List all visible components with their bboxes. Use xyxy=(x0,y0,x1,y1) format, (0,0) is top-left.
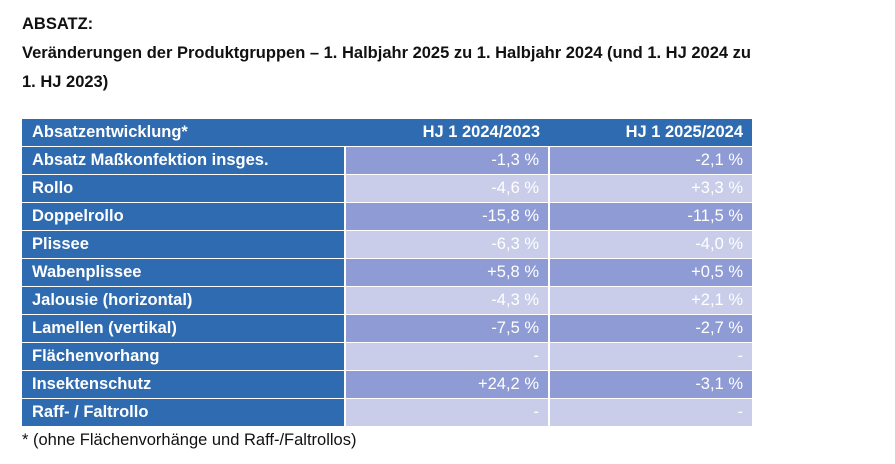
value-2024-2023: -7,5 % xyxy=(344,314,549,343)
value-2025-2024: -2,1 % xyxy=(548,146,752,175)
table-row: Lamellen (vertikal) -7,5 % -2,7 % xyxy=(22,314,752,343)
table-row: Raff- / Faltrollo - - xyxy=(22,398,752,426)
value-2025-2024: -11,5 % xyxy=(548,202,752,231)
table-row: Absatz Maßkonfektion insges. -1,3 % -2,1… xyxy=(22,146,752,175)
footnote: * (ohne Flächenvorhänge und Raff-/Faltro… xyxy=(22,431,357,449)
value-2025-2024: -3,1 % xyxy=(548,370,752,399)
row-label: Raff- / Faltrollo xyxy=(22,398,345,426)
value-2025-2024: -4,0 % xyxy=(548,230,752,259)
row-label: Wabenplissee xyxy=(22,258,345,287)
table-header-row: Absatzentwicklung* HJ 1 2024/2023 HJ 1 2… xyxy=(22,119,752,147)
value-2024-2023: -4,3 % xyxy=(344,286,549,315)
row-label: Rollo xyxy=(22,174,345,203)
value-2024-2023: -1,3 % xyxy=(344,146,549,175)
table-row: Doppelrollo -15,8 % -11,5 % xyxy=(22,202,752,231)
heading: ABSATZ: Veränderungen der Produktgruppen… xyxy=(22,10,892,97)
row-label: Doppelrollo xyxy=(22,202,345,231)
row-label: Plissee xyxy=(22,230,345,259)
value-2025-2024: - xyxy=(548,398,752,426)
value-2025-2024: +0,5 % xyxy=(548,258,752,287)
row-label: Flächenvorhang xyxy=(22,342,345,371)
heading-label: ABSATZ: xyxy=(22,15,94,33)
value-2025-2024: - xyxy=(548,342,752,371)
table-row: Rollo -4,6 % +3,3 % xyxy=(22,174,752,203)
row-label: Absatz Maßkonfektion insges. xyxy=(22,146,345,175)
table-row: Jalousie (horizontal) -4,3 % +2,1 % xyxy=(22,286,752,315)
value-2024-2023: +24,2 % xyxy=(344,370,549,399)
value-2024-2023: - xyxy=(344,398,549,426)
table-row: Plissee -6,3 % -4,0 % xyxy=(22,230,752,259)
value-2025-2024: +2,1 % xyxy=(548,286,752,315)
sales-development-table: Absatzentwicklung* HJ 1 2024/2023 HJ 1 2… xyxy=(22,119,752,426)
value-2025-2024: +3,3 % xyxy=(548,174,752,203)
table-row: Wabenplissee +5,8 % +0,5 % xyxy=(22,258,752,287)
row-label: Jalousie (horizontal) xyxy=(22,286,345,315)
value-2024-2023: -4,6 % xyxy=(344,174,549,203)
value-2024-2023: +5,8 % xyxy=(344,258,549,287)
row-label: Insektenschutz xyxy=(22,370,345,399)
value-2025-2024: -2,7 % xyxy=(548,314,752,343)
heading-line-2: 1. HJ 2023) xyxy=(22,73,109,91)
table-row: Insektenschutz +24,2 % -3,1 % xyxy=(22,370,752,399)
column-header-hj1-2025-2024: HJ 1 2025/2024 xyxy=(549,119,752,147)
value-2024-2023: -15,8 % xyxy=(344,202,549,231)
column-header-hj1-2024-2023: HJ 1 2024/2023 xyxy=(345,119,549,147)
table-row: Flächenvorhang - - xyxy=(22,342,752,371)
value-2024-2023: - xyxy=(344,342,549,371)
value-2024-2023: -6,3 % xyxy=(344,230,549,259)
column-header-category: Absatzentwicklung* xyxy=(22,119,345,147)
row-label: Lamellen (vertikal) xyxy=(22,314,345,343)
heading-line-1: Veränderungen der Produktgruppen – 1. Ha… xyxy=(22,44,751,62)
